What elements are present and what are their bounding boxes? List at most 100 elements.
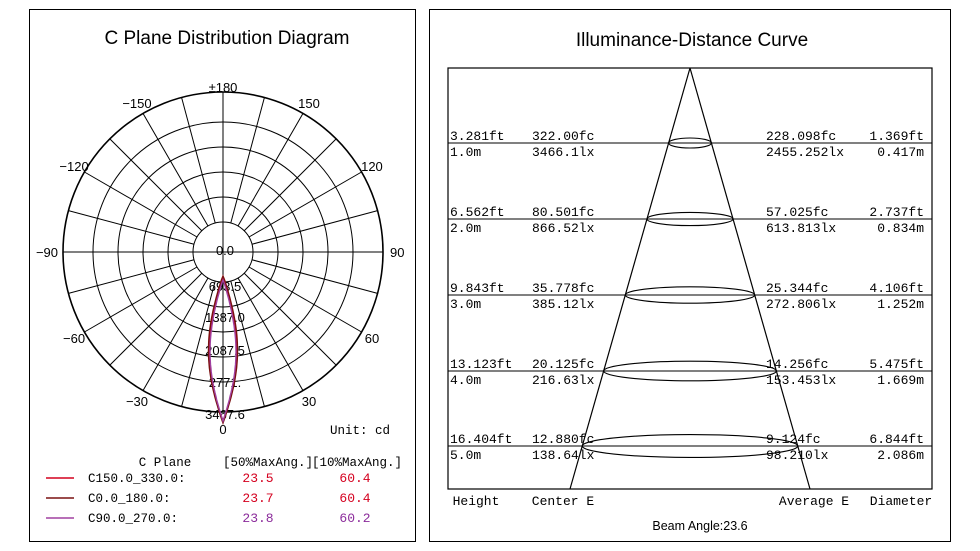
average-fc: 57.025fc bbox=[766, 205, 828, 220]
height-ft: 9.843ft bbox=[450, 281, 505, 296]
average-lx: 272.806lx bbox=[766, 297, 836, 312]
legend-tenth-angle: 60.4 bbox=[339, 491, 370, 506]
grid-spoke bbox=[248, 171, 362, 238]
average-lx: 613.813lx bbox=[766, 221, 836, 236]
height-ft: 6.562ft bbox=[450, 205, 505, 220]
grid-spoke bbox=[142, 277, 209, 391]
center-fc: 80.501fc bbox=[532, 205, 594, 220]
legend-header-plane: C Plane bbox=[139, 456, 192, 470]
beam-spot-ellipse bbox=[603, 360, 777, 382]
polar-title: C Plane Distribution Diagram bbox=[105, 28, 350, 49]
polar-diagram: C Plane Distribution Diagram ±180 150 −150… bbox=[36, 28, 405, 526]
beam-cone bbox=[569, 67, 811, 490]
cone-right-edge bbox=[689, 67, 811, 490]
legend-tenth-angle: 60.4 bbox=[339, 471, 370, 486]
grid-spoke bbox=[230, 280, 265, 407]
angle-label: −120 bbox=[59, 159, 88, 174]
legend-header-tenth: [10%MaxAng.] bbox=[312, 456, 402, 470]
c-plane-panel: C Plane Distribution Diagram ±180 150 −150… bbox=[29, 9, 416, 542]
height-m: 1.0m bbox=[450, 145, 481, 160]
diameter-m: 1.669m bbox=[877, 373, 924, 388]
diameter-ft: 5.475ft bbox=[869, 357, 924, 372]
column-height-label: Height bbox=[453, 494, 500, 509]
angle-label: 60 bbox=[365, 331, 379, 346]
grid-spoke bbox=[68, 210, 195, 245]
grid-spoke bbox=[68, 259, 195, 294]
column-diameter-label: Diameter bbox=[870, 494, 932, 509]
polar-grid bbox=[62, 91, 384, 413]
unit-label: Unit: cd bbox=[330, 424, 390, 438]
legend-half-angle: 23.7 bbox=[242, 491, 273, 506]
angle-label: −60 bbox=[63, 331, 85, 346]
diameter-m: 1.252m bbox=[877, 297, 924, 312]
diameter-ft: 2.737ft bbox=[869, 205, 924, 220]
legend-half-angle: 23.8 bbox=[242, 511, 273, 526]
distribution-curve bbox=[209, 277, 237, 424]
grid-spoke bbox=[109, 272, 203, 366]
grid-spoke bbox=[243, 138, 337, 232]
beam-spot-ellipse bbox=[624, 286, 756, 304]
column-center-label: Center E bbox=[532, 494, 595, 509]
radial-label: 0.0 bbox=[216, 243, 234, 258]
illuminance-title: Illuminance-Distance Curve bbox=[576, 30, 808, 51]
legend-plane: C150.0_330.0: bbox=[88, 472, 186, 486]
illuminance-panel: Illuminance-Distance Curve 3.281ft 1.0m 32… bbox=[429, 9, 951, 542]
column-average-label: Average E bbox=[779, 494, 849, 509]
grid-spoke bbox=[84, 171, 198, 238]
grid-spoke bbox=[251, 259, 378, 294]
height-m: 2.0m bbox=[450, 221, 481, 236]
grid-spoke bbox=[248, 266, 362, 333]
grid-spoke bbox=[251, 210, 378, 245]
average-fc: 9.124fc bbox=[766, 432, 821, 447]
legend-tenth-angle: 60.2 bbox=[339, 511, 370, 526]
center-fc: 322.00fc bbox=[532, 129, 594, 144]
grid-spoke bbox=[181, 97, 216, 224]
beam-spot-ellipse bbox=[581, 434, 799, 458]
angle-labels: ±180 150 −150 120 −120 90 −90 60 −60 30 −30 0 bbox=[36, 80, 405, 437]
height-m: 4.0m bbox=[450, 373, 481, 388]
angle-label: ±180 bbox=[209, 80, 238, 95]
grid-spoke bbox=[84, 266, 198, 333]
average-fc: 228.098fc bbox=[766, 129, 836, 144]
height-ft: 3.281ft bbox=[450, 129, 505, 144]
angle-label: 0 bbox=[219, 422, 226, 437]
diameter-ft: 1.369ft bbox=[869, 129, 924, 144]
grid-spoke bbox=[181, 280, 216, 407]
legend-plane: C0.0_180.0: bbox=[88, 492, 171, 506]
beam-angle-label: Beam Angle:23.6 bbox=[652, 519, 747, 533]
distribution-curves bbox=[207, 274, 239, 426]
legend-half-angle: 23.5 bbox=[242, 471, 273, 486]
average-lx: 2455.252lx bbox=[766, 145, 844, 160]
cone-left-edge bbox=[569, 67, 691, 490]
grid-spoke bbox=[230, 97, 265, 224]
diameter-ft: 6.844ft bbox=[869, 432, 924, 447]
angle-label: 30 bbox=[302, 394, 316, 409]
center-fc: 20.125fc bbox=[532, 357, 594, 372]
angle-label: 120 bbox=[361, 159, 383, 174]
average-lx: 98.210lx bbox=[766, 448, 829, 463]
grid-spoke bbox=[237, 113, 304, 227]
center-fc: 12.880fc bbox=[532, 432, 594, 447]
grid-spoke bbox=[237, 277, 304, 391]
center-lx: 138.64lx bbox=[532, 448, 595, 463]
beam-spot-ellipse bbox=[668, 137, 712, 149]
angle-label: 90 bbox=[390, 245, 404, 260]
grid-spoke bbox=[109, 138, 203, 232]
diameter-m: 2.086m bbox=[877, 448, 924, 463]
diameter-m: 0.834m bbox=[877, 221, 924, 236]
center-lx: 216.63lx bbox=[532, 373, 595, 388]
angle-label: −90 bbox=[36, 245, 58, 260]
height-m: 5.0m bbox=[450, 448, 481, 463]
height-ft: 16.404ft bbox=[450, 432, 512, 447]
center-lx: 866.52lx bbox=[532, 221, 595, 236]
diameter-ft: 4.106ft bbox=[869, 281, 924, 296]
grid-spoke bbox=[142, 113, 209, 227]
grid-spoke bbox=[243, 272, 337, 366]
legend: C Plane [50%MaxAng.] [10%MaxAng.] C150.0… bbox=[46, 456, 402, 526]
